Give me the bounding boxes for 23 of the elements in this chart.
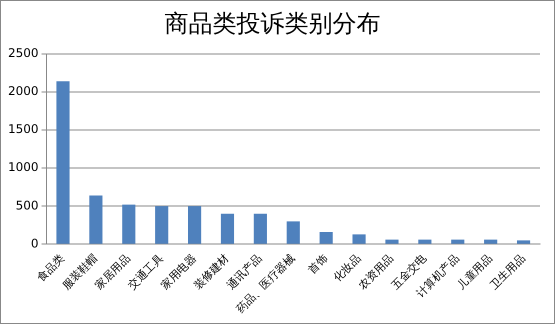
bar [122, 204, 136, 244]
bar [286, 221, 300, 244]
bar [516, 240, 530, 244]
x-tick-label: 首饰 [306, 252, 330, 277]
chart-title: 商品类投诉类别分布 [164, 10, 380, 38]
bar [89, 195, 102, 244]
bar [155, 206, 168, 244]
y-tick-label: 1000 [8, 160, 39, 174]
bar [484, 240, 498, 244]
y-tick-label: 2500 [8, 46, 39, 60]
y-tick-label: 0 [30, 236, 39, 250]
y-tick-label: 1500 [8, 122, 39, 136]
bar [188, 206, 202, 244]
bar [352, 234, 366, 244]
bar [254, 214, 267, 244]
y-tick-label: 2000 [8, 84, 39, 98]
bar [451, 240, 464, 244]
y-tick-label: 500 [16, 198, 39, 212]
bar [56, 81, 70, 244]
bar [385, 240, 399, 244]
bar [220, 214, 234, 244]
bar [418, 240, 432, 244]
bar [320, 232, 333, 244]
